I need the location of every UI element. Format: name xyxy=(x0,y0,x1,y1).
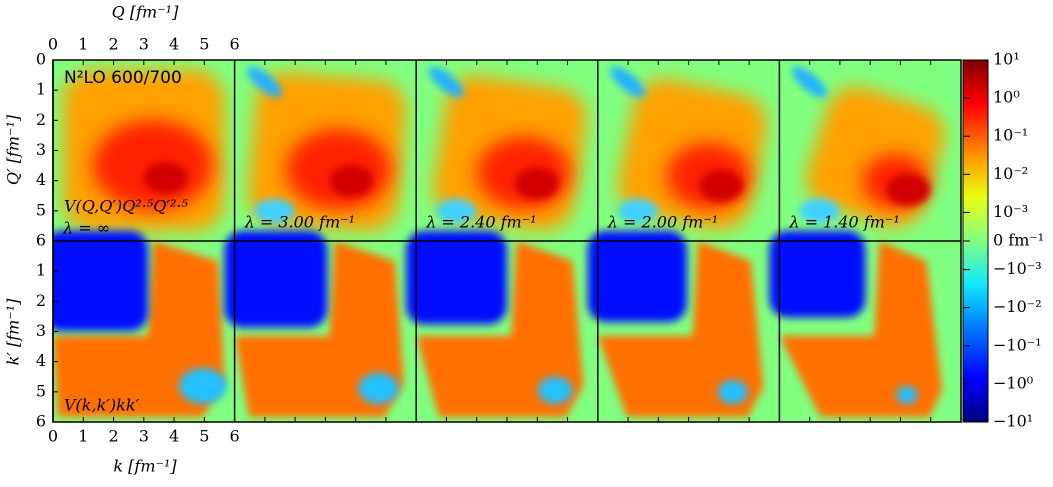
top-tick-label: 3 xyxy=(139,35,149,54)
blob xyxy=(799,199,840,223)
top-tick-label: 6 xyxy=(230,35,240,54)
colorbar-tick-label: 0 fm⁻¹ xyxy=(993,231,1044,250)
heatmap-top xyxy=(246,66,407,232)
lambda-label: λ = ∞ xyxy=(62,219,110,238)
lambda-label: λ = 3.00 fm⁻¹ xyxy=(244,213,355,232)
left-tick-label: 2 xyxy=(36,110,46,129)
blob xyxy=(224,231,328,328)
colorbar-tick-label: 10¹ xyxy=(993,50,1020,69)
blob xyxy=(587,231,687,322)
left-tick-label: 0 xyxy=(36,50,46,69)
bottom-tick-label: 0 xyxy=(48,427,58,446)
colorbar-tick-label: 10⁻² xyxy=(993,164,1028,183)
heatmap-top xyxy=(610,66,767,230)
bottom-row-formula: V(k,k′)kk′ xyxy=(64,396,140,415)
lambda-label: λ = 2.40 fm⁻¹ xyxy=(425,213,536,232)
left-bottom-axis-label: k′ [fm⁻¹] xyxy=(4,298,23,366)
blob xyxy=(428,66,464,98)
blob xyxy=(791,66,828,98)
heatmap-bottom xyxy=(587,231,764,417)
top-tick-label: 2 xyxy=(108,35,118,54)
colorbar-tick-label: 10⁰ xyxy=(993,88,1020,107)
lambda-label: λ = 2.00 fm⁻¹ xyxy=(607,213,718,232)
blob xyxy=(514,167,559,200)
bottom-tick-label: 2 xyxy=(108,427,118,446)
blob xyxy=(234,241,404,417)
heatmap-top xyxy=(63,70,225,231)
blob xyxy=(597,241,764,417)
blob xyxy=(436,199,477,223)
blob xyxy=(358,372,399,404)
blob xyxy=(617,199,658,223)
blob xyxy=(779,241,942,417)
blob xyxy=(53,231,148,331)
left-tick-label: 3 xyxy=(36,140,46,159)
top-tick-label: 5 xyxy=(199,35,209,54)
left-tick-label: 4 xyxy=(36,170,46,189)
colorbar-tick-label: −10⁻² xyxy=(993,297,1042,316)
colorbar-tick-label: −10¹ xyxy=(993,412,1033,431)
blob xyxy=(179,368,227,404)
top-axis-label: Q [fm⁻¹] xyxy=(112,3,179,22)
left-tick-label: 1 xyxy=(36,261,46,280)
blob xyxy=(717,380,748,404)
blob xyxy=(246,66,283,98)
bottom-axis-label: k [fm⁻¹] xyxy=(113,457,177,476)
top-tick-label: 4 xyxy=(169,35,179,54)
blob xyxy=(143,161,188,194)
left-tick-label: 6 xyxy=(36,412,46,431)
left-tick-label: 4 xyxy=(36,351,46,370)
colorbar-tick-label: −10⁻¹ xyxy=(993,335,1042,354)
left-tick-label: 5 xyxy=(36,381,46,400)
bottom-tick-label: 1 xyxy=(78,427,88,446)
left-top-axis-label: Q′ [fm⁻¹] xyxy=(4,114,23,185)
blob xyxy=(416,241,584,417)
left-tick-label: 2 xyxy=(36,291,46,310)
heatmap-bottom xyxy=(53,231,227,417)
blob xyxy=(896,386,918,404)
left-tick-label: 6 xyxy=(36,231,46,250)
blob xyxy=(886,173,931,206)
colorbar-tick-label: −10⁻³ xyxy=(993,259,1042,278)
lambda-label: λ = 1.40 fm⁻¹ xyxy=(788,213,899,232)
colorbar-tick-label: 10⁻³ xyxy=(993,202,1028,221)
blob xyxy=(254,199,295,223)
blob xyxy=(537,376,573,404)
blob xyxy=(769,231,866,318)
heatmap-bottom xyxy=(224,231,404,417)
heatmap-bottom xyxy=(769,231,942,417)
panel-title: N²LO 600/700 xyxy=(64,68,182,88)
colorbar-tick-label: −10⁰ xyxy=(993,373,1033,392)
bottom-tick-label: 4 xyxy=(169,427,179,446)
top-tick-label: 0 xyxy=(48,35,58,54)
blob xyxy=(329,164,374,197)
heatmap-top xyxy=(791,66,945,228)
blob xyxy=(699,169,744,202)
top-tick-label: 1 xyxy=(78,35,88,54)
top-row-formula: V(Q,Q′)Q²·⁵Q′²·⁵ xyxy=(64,197,188,216)
heatmap-bottom xyxy=(406,231,584,417)
blob xyxy=(406,231,507,325)
heatmap-top xyxy=(428,66,587,231)
bottom-tick-label: 6 xyxy=(230,427,240,446)
left-tick-label: 3 xyxy=(36,321,46,340)
blob xyxy=(53,241,225,417)
bottom-tick-label: 5 xyxy=(199,427,209,446)
colorbar-tick-label: 10⁻¹ xyxy=(993,126,1028,145)
left-tick-label: 1 xyxy=(36,80,46,99)
bottom-tick-label: 3 xyxy=(139,427,149,446)
blob xyxy=(610,66,646,98)
left-tick-label: 5 xyxy=(36,200,46,219)
